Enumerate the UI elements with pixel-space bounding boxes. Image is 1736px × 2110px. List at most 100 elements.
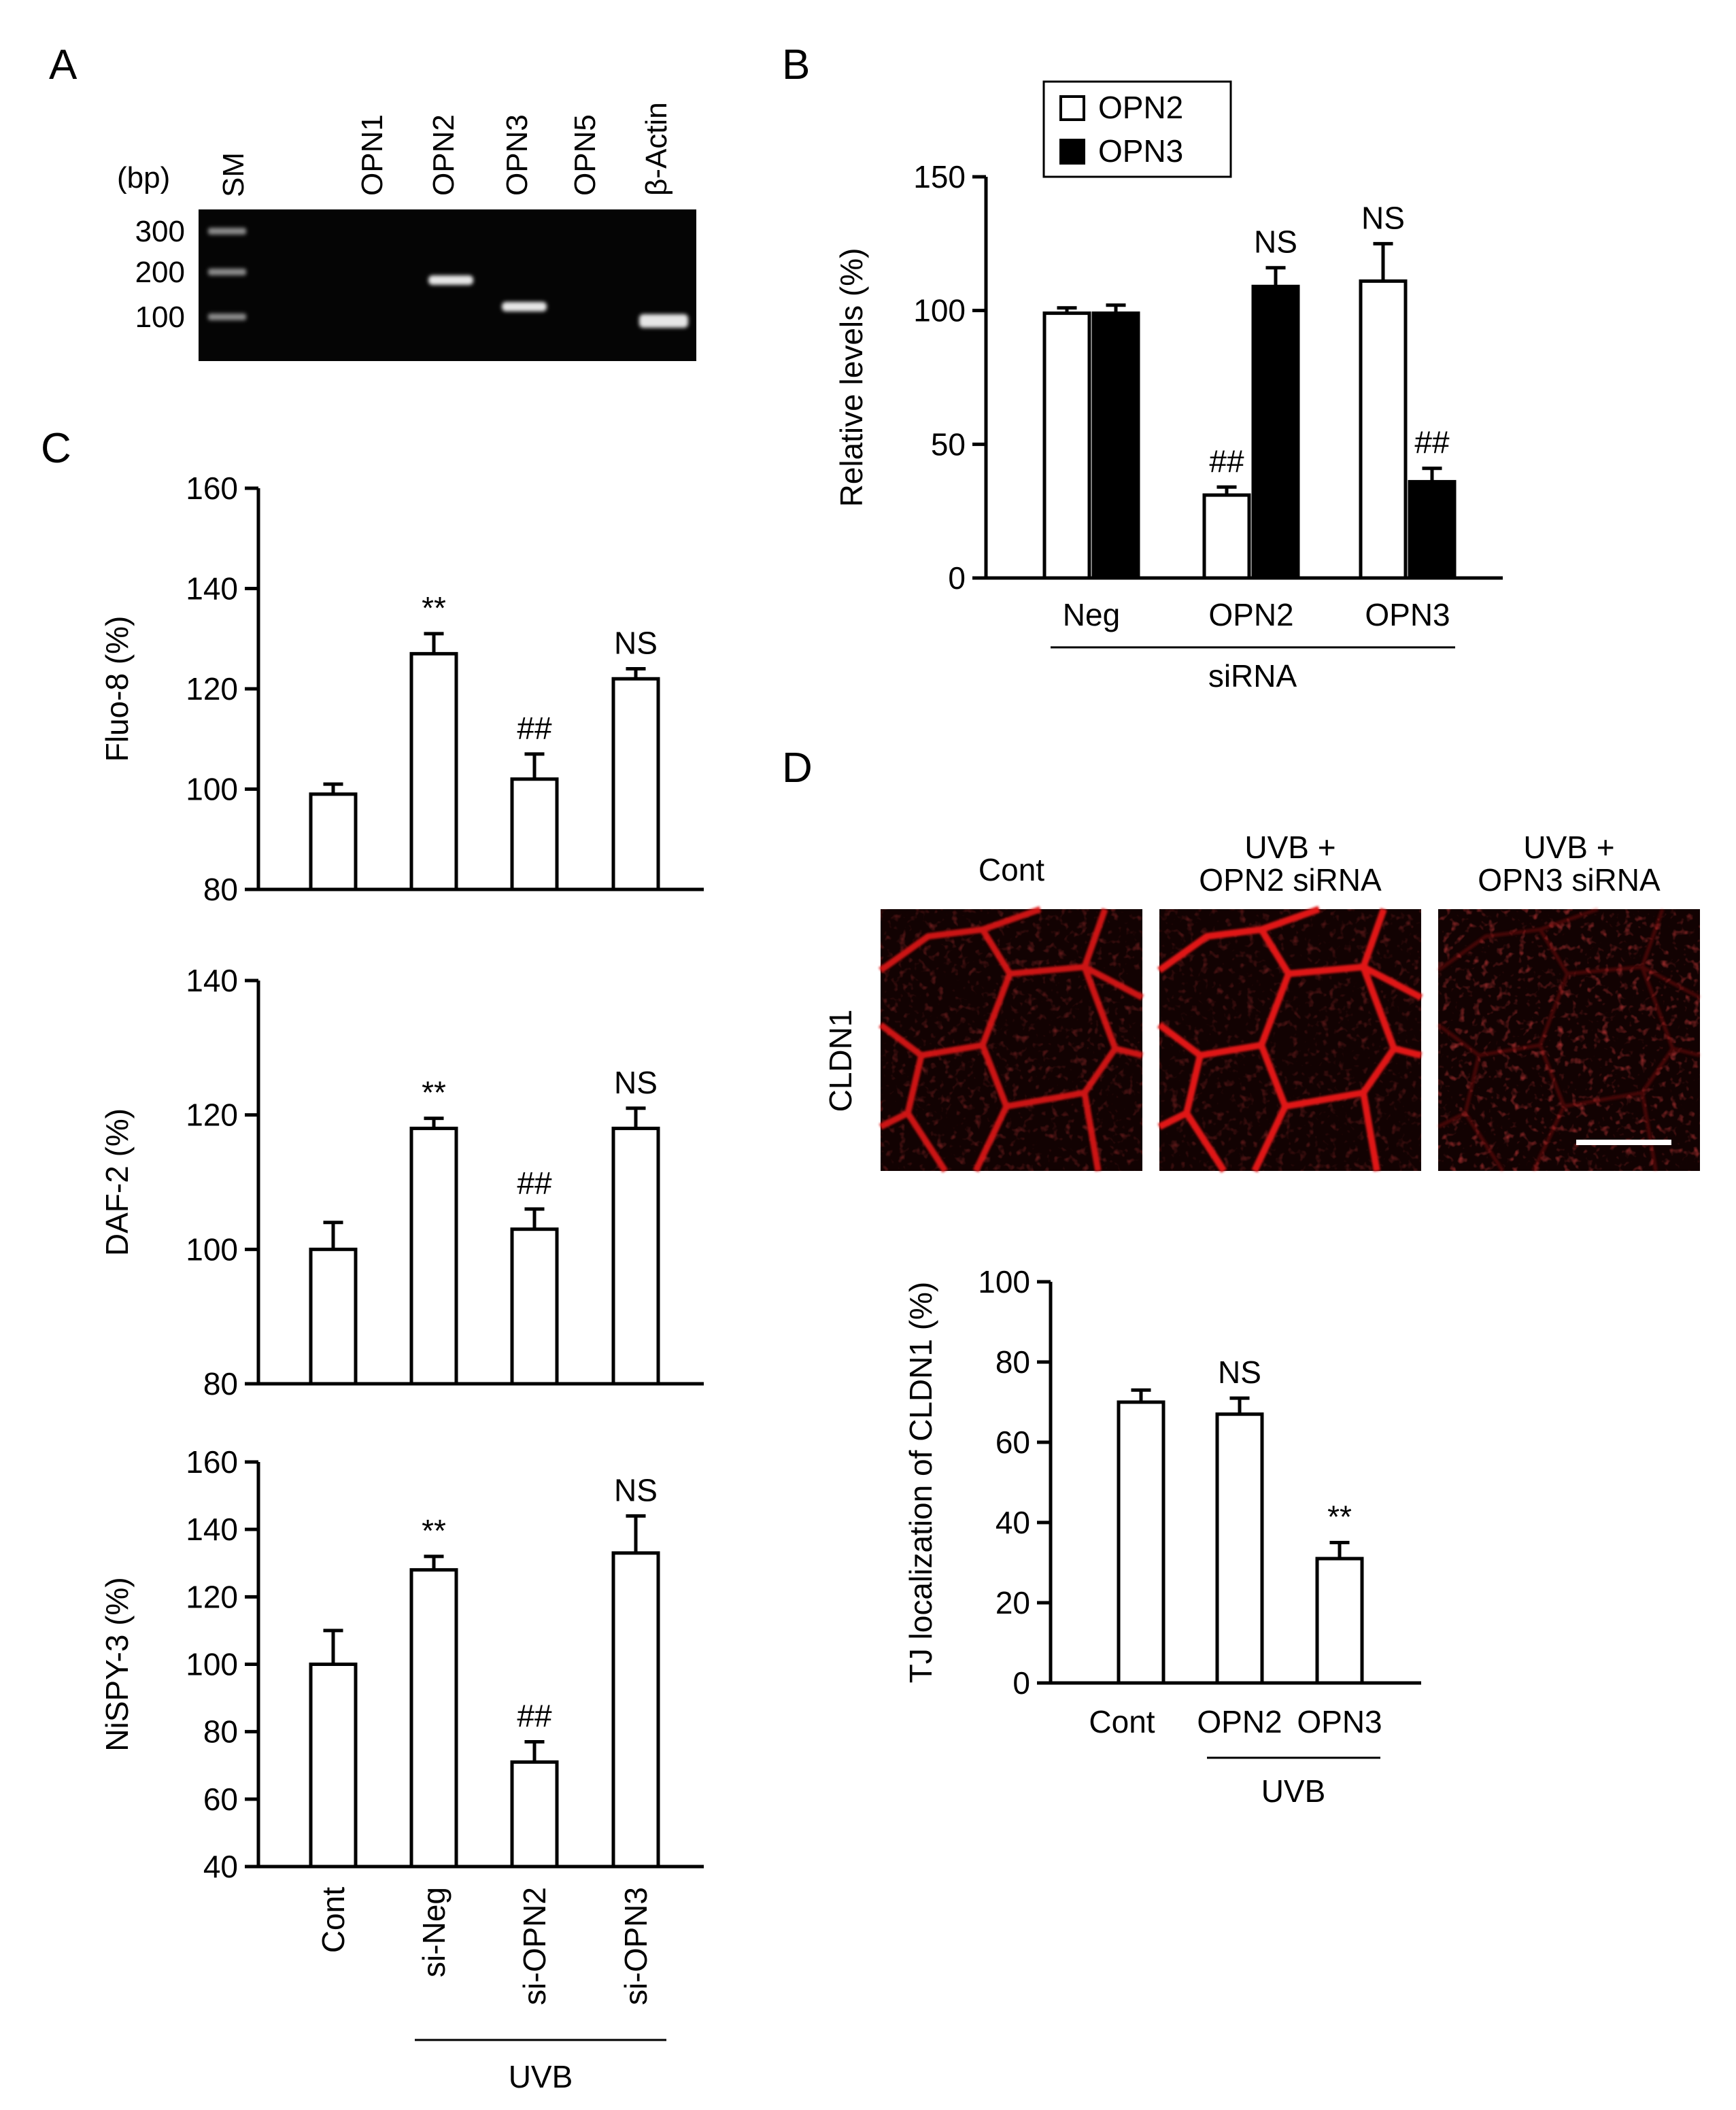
cell-junctions <box>1157 906 1423 1173</box>
gel-marker-band <box>208 269 246 275</box>
legend-swatch <box>1059 139 1085 165</box>
bar <box>510 777 559 891</box>
bar <box>1117 1400 1165 1685</box>
y-tick-label: 140 <box>186 571 238 607</box>
y-tick-label: 50 <box>931 426 966 462</box>
significance-label: NS <box>614 1472 658 1508</box>
panel-label-c: C <box>41 425 71 472</box>
micrograph-row-label: CLDN1 <box>823 1010 858 1112</box>
bar <box>309 792 358 891</box>
significance-label: NS <box>1361 200 1405 235</box>
gel-band <box>639 314 688 328</box>
significance-label: ## <box>1414 425 1450 460</box>
y-tick-label: 100 <box>913 293 966 328</box>
bar <box>409 651 458 891</box>
x-category-label: OPN2 <box>1197 1704 1282 1739</box>
gel-lane-label: OPN1 <box>356 114 389 196</box>
y-tick-label: 120 <box>186 1579 238 1614</box>
y-tick-label: 60 <box>203 1782 238 1817</box>
gel-lane-label: OPN5 <box>568 114 602 196</box>
y-tick-label: 140 <box>186 1512 238 1547</box>
y-tick-label: 40 <box>203 1849 238 1884</box>
y-axis-label: DAF-2 (%) <box>99 1108 135 1256</box>
micrograph-title: OPN2 siRNA <box>1199 862 1382 898</box>
y-tick-label: 80 <box>203 872 238 907</box>
gel-bands <box>208 228 688 328</box>
y-tick-label: 120 <box>186 671 238 707</box>
bar <box>1042 311 1091 580</box>
significance-label: ## <box>1209 443 1244 479</box>
y-tick-label: 80 <box>995 1344 1030 1380</box>
significance-label: ** <box>1327 1499 1352 1535</box>
x-category-label: Cont <box>1089 1704 1155 1739</box>
bar <box>611 677 660 891</box>
significance-label: NS <box>1218 1355 1261 1390</box>
x-category-label: OPN2 <box>1208 597 1293 632</box>
gel-band <box>428 275 473 285</box>
legend-entry: OPN3 <box>1098 133 1183 169</box>
bar <box>510 1227 559 1386</box>
y-tick-label: 100 <box>186 772 238 807</box>
significance-label: ## <box>517 1699 552 1734</box>
y-tick-label: 150 <box>913 159 966 194</box>
cell-junctions <box>879 906 1144 1173</box>
significance-label: ** <box>422 1513 446 1548</box>
micrograph-title: OPN3 siRNA <box>1478 862 1661 898</box>
significance-label: NS <box>1254 224 1297 260</box>
legend-entry: OPN2 <box>1098 90 1183 125</box>
x-category-label: Neg <box>1063 597 1120 632</box>
chart-b-knockdown: 0 50 100 150 Relative levels (%) ## NS NS ## Neg O… <box>834 159 1503 694</box>
gel-marker-lane-label: SM <box>217 152 250 197</box>
bar <box>409 1568 458 1869</box>
gel-marker-band <box>208 313 246 320</box>
panel-label-b: B <box>782 41 810 88</box>
gel-band <box>502 302 547 311</box>
chart-b-legend: OPN2 OPN3 <box>1042 80 1232 178</box>
y-tick-label: 0 <box>948 560 966 596</box>
y-tick-label: 160 <box>186 471 238 506</box>
bar <box>510 1760 559 1869</box>
y-axis-label: Fluo-8 (%) <box>99 616 135 762</box>
micrograph-speckle <box>1438 909 1700 1171</box>
gel-size-label: 200 <box>135 256 185 289</box>
y-tick-label: 80 <box>203 1366 238 1401</box>
y-axis-label: Relative levels (%) <box>834 248 869 507</box>
panel-label-d: D <box>782 745 813 792</box>
group-label: UVB <box>1261 1773 1326 1809</box>
gel-lane-label: β-Actin <box>640 102 673 196</box>
chart-c-nispy3: 40 60 80 100 120 140 160 NiSPY-3 (%) ** ## NS Cont s… <box>99 1444 704 2094</box>
gel-bp-label: (bp) <box>117 161 170 194</box>
y-tick-label: 120 <box>186 1097 238 1133</box>
gel-marker-size-labels: 300 200 100 <box>135 215 185 334</box>
significance-label: ** <box>422 590 446 626</box>
gel-size-label: 100 <box>135 301 185 334</box>
y-tick-label: 0 <box>1012 1665 1030 1701</box>
bar <box>1359 279 1408 580</box>
bar <box>1091 311 1140 580</box>
x-category-label: si-OPN3 <box>618 1887 653 2005</box>
y-tick-label: 80 <box>203 1714 238 1750</box>
significance-label: NS <box>614 626 658 661</box>
x-category-label: OPN3 <box>1365 597 1450 632</box>
gel-image <box>199 209 696 361</box>
y-tick-label: 60 <box>995 1425 1030 1460</box>
micrograph-title: Cont <box>978 852 1044 887</box>
micrograph-speckle <box>1159 909 1421 1171</box>
y-tick-label: 20 <box>995 1585 1030 1620</box>
y-tick-label: 140 <box>186 963 238 998</box>
y-tick-label: 100 <box>186 1647 238 1682</box>
y-axis-label: NiSPY-3 (%) <box>99 1577 135 1751</box>
bar <box>309 1663 358 1869</box>
significance-label: ## <box>517 1165 552 1201</box>
bar <box>1215 1412 1264 1685</box>
gel-lane-labels: OPN1 OPN2 OPN3 OPN5 β-Actin <box>356 102 673 196</box>
cell-junctions <box>1437 907 1701 1172</box>
micrograph-title: UVB + <box>1244 830 1335 865</box>
y-tick-label: 40 <box>995 1505 1030 1540</box>
bar <box>611 1126 660 1386</box>
x-category-label: si-Neg <box>416 1887 452 1977</box>
significance-label: NS <box>614 1065 658 1100</box>
bar <box>1408 479 1457 580</box>
